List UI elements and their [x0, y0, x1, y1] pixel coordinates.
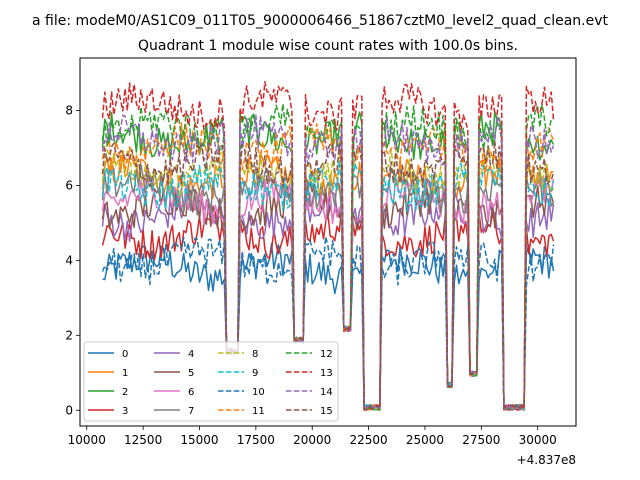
legend-label: 7 — [188, 406, 194, 417]
legend-item: 5 — [154, 368, 194, 379]
legend-item: 11 — [218, 406, 265, 417]
y-tick-label: 6 — [65, 178, 73, 192]
x-tick-label: 17500 — [237, 433, 275, 447]
legend-item: 6 — [154, 387, 194, 398]
legend-item: 15 — [286, 406, 333, 417]
y-tick-label: 0 — [65, 403, 73, 417]
y-tick-label: 2 — [65, 328, 73, 342]
series-line-11 — [101, 122, 555, 411]
axes-layer: 10000 12500 15000 17500 20000 22500 25000 27500… — [65, 103, 556, 447]
x-tick-label: 15000 — [180, 433, 218, 447]
legend-label: 11 — [252, 406, 265, 417]
series-line-8 — [101, 144, 555, 411]
x-tick-label: 25000 — [406, 433, 444, 447]
legend-item: 14 — [286, 387, 333, 398]
legend-label: 6 — [188, 387, 194, 398]
legend-label: 12 — [320, 349, 333, 360]
legend-item: 10 — [218, 387, 265, 398]
legend-label: 9 — [252, 368, 258, 379]
legend-item: 9 — [218, 368, 258, 379]
legend-box — [83, 341, 339, 422]
x-tick-label: 22500 — [349, 433, 387, 447]
legend-item: 13 — [286, 368, 333, 379]
x-tick-label: 10000 — [68, 433, 106, 447]
legend-item: 4 — [154, 349, 194, 360]
x-tick-label: 30000 — [519, 433, 557, 447]
x-offset-label: +4.837e8 — [517, 453, 576, 467]
y-tick-label: 8 — [65, 103, 73, 117]
legend-item: 8 — [218, 349, 258, 360]
legend-label: 10 — [252, 387, 265, 398]
legend-label: 0 — [122, 349, 128, 360]
legend-item: 3 — [88, 406, 128, 417]
x-tick-label: 12500 — [124, 433, 162, 447]
legend-label: 5 — [188, 368, 194, 379]
y-tick-label: 4 — [65, 253, 73, 267]
legend-label: 13 — [320, 368, 333, 379]
figure-suptitle: a file: modeM0/AS1C09_011T05_9000006466_… — [32, 13, 609, 29]
legend-label: 8 — [252, 349, 258, 360]
legend-label: 3 — [122, 406, 128, 417]
legend-item: 0 — [88, 349, 128, 360]
legend-item: 12 — [286, 349, 333, 360]
legend-label: 15 — [320, 406, 333, 417]
legend-item: 1 — [88, 368, 128, 379]
x-tick-label: 20000 — [293, 433, 331, 447]
legend-label: 2 — [122, 387, 128, 398]
x-tick-label: 27500 — [462, 433, 500, 447]
series-line-15 — [101, 138, 555, 411]
chart-title: Quadrant 1 module wise count rates with … — [138, 38, 518, 54]
legend-label: 14 — [320, 387, 333, 398]
legend-item: 2 — [88, 387, 128, 398]
legend-label: 4 — [188, 349, 194, 360]
legend-item: 7 — [154, 406, 194, 417]
legend-label: 1 — [122, 368, 128, 379]
plot-frame — [79, 57, 577, 427]
series-layer — [101, 80, 555, 412]
